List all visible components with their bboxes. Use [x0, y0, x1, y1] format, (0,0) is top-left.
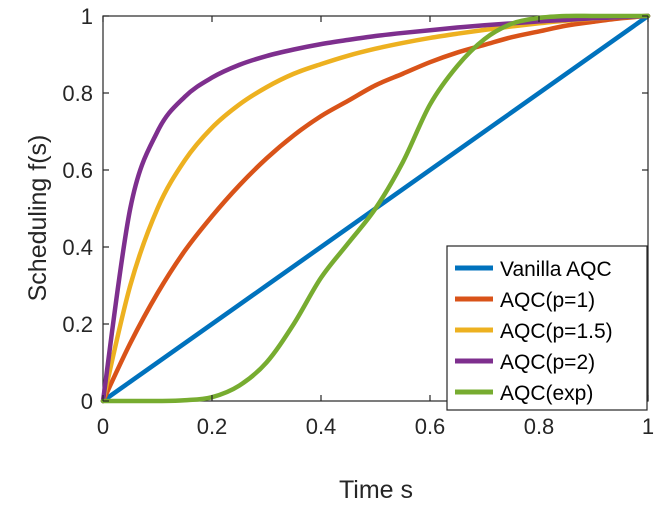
legend: Vanilla AQC AQC(p=1) AQC(p=1.5) AQC(p=2) AQC… [446, 245, 648, 411]
x-tick-label: 1 [642, 414, 654, 439]
plot-frame [102, 15, 649, 402]
legend-label-aqc-p-2: AQC(p=2) [500, 351, 595, 374]
x-tick-label: 0.4 [306, 414, 337, 439]
y-tick-label: 0 [81, 389, 93, 414]
series-layer [100, 13, 651, 404]
plot-box [102, 15, 649, 402]
series-line-aqc-exp [100, 13, 651, 404]
x-tick-label: 0.8 [524, 414, 555, 439]
y-tick-label: 0.8 [62, 81, 93, 106]
x-tick-label: 0.2 [197, 414, 228, 439]
legend-label-vanilla-aqc: Vanilla AQC [500, 258, 612, 281]
y-tick-label: 0.6 [62, 158, 93, 183]
x-tick-label: 0.6 [415, 414, 446, 439]
legend-label-aqc-p-1-5: AQC(p=1.5) [500, 320, 613, 343]
y-tick-label: 0.2 [62, 312, 93, 337]
x-axis-label: Time s [339, 476, 413, 504]
x-ticks: 0 0.2 0.4 0.6 0.8 1 [97, 16, 654, 439]
y-tick-label: 0.4 [62, 235, 93, 260]
x-tick-label: 0 [97, 414, 109, 439]
series-line-aqc-p-1 [100, 13, 651, 404]
legend-label-aqc-p-1: AQC(p=1) [500, 289, 595, 312]
y-ticks: 0 0.2 0.4 0.6 0.8 1 [62, 4, 648, 414]
series-line-aqc-p-2 [100, 13, 651, 404]
y-tick-label: 1 [81, 4, 93, 29]
legend-label-aqc-exp: AQC(exp) [500, 382, 593, 405]
y-axis-label: Scheduling f(s) [24, 135, 52, 302]
